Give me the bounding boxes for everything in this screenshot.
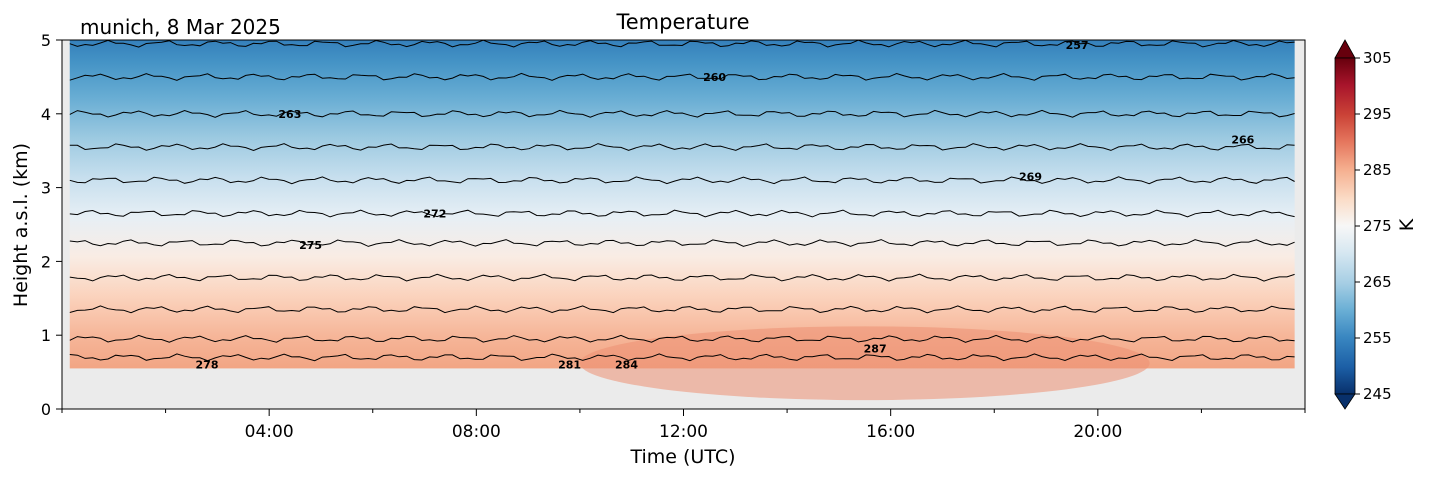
contour-line-269 bbox=[69, 176, 1295, 185]
contour-line-284 bbox=[69, 334, 1295, 343]
y-tick-label: 2 bbox=[41, 252, 51, 271]
x-tick-label: 16:00 bbox=[866, 422, 915, 442]
colorbar-tick-label: 285 bbox=[1363, 161, 1392, 179]
contour-label-287: 287 bbox=[864, 342, 887, 355]
contour-label-257: 257 bbox=[1066, 39, 1089, 52]
y-tick-label: 3 bbox=[41, 179, 51, 198]
contour-label-284: 284 bbox=[615, 359, 638, 372]
chart-title: Temperature bbox=[615, 10, 749, 34]
contour-line-275 bbox=[69, 239, 1295, 247]
x-tick-label: 08:00 bbox=[452, 422, 501, 442]
x-tick-label: 04:00 bbox=[245, 422, 294, 442]
colorbar-tick-label: 295 bbox=[1363, 105, 1392, 123]
x-axis-label: Time (UTC) bbox=[629, 446, 735, 468]
colorbar: 245 255 265 275 285 295 305 K bbox=[1334, 39, 1418, 410]
y-tick-label: 4 bbox=[41, 105, 51, 124]
y-tick-label: 5 bbox=[41, 31, 51, 50]
location-date-label: munich, 8 Mar 2025 bbox=[80, 15, 281, 39]
colorbar-tick-label: 275 bbox=[1363, 217, 1392, 235]
y-axis: 0 1 2 3 4 5 bbox=[41, 31, 62, 419]
y-axis-label: Height a.s.l. (km) bbox=[10, 143, 32, 307]
colorbar-tick-label: 305 bbox=[1363, 49, 1392, 67]
contour-label-layer: 257 260 263 266 269 272 275 278 281 284 287 bbox=[196, 39, 1255, 372]
colorbar-extend-top bbox=[1334, 39, 1356, 59]
warm-core-region bbox=[579, 326, 1150, 401]
temperature-field bbox=[69, 40, 1295, 369]
contour-label-275: 275 bbox=[299, 239, 322, 252]
contour-line-281 bbox=[69, 305, 1295, 314]
colorbar-extend-bottom bbox=[1334, 393, 1356, 410]
contour-label-278: 278 bbox=[196, 359, 219, 372]
contour-line-257 bbox=[69, 40, 1295, 48]
contour-line-266 bbox=[69, 143, 1295, 152]
contour-label-272: 272 bbox=[423, 207, 446, 220]
y-tick-label: 0 bbox=[41, 400, 51, 419]
contour-label-269: 269 bbox=[1019, 171, 1042, 184]
colorbar-label: K bbox=[1396, 218, 1418, 231]
contour-line-263 bbox=[69, 109, 1295, 118]
colorbar-tick-label: 255 bbox=[1363, 329, 1392, 347]
contour-line-278 bbox=[69, 273, 1295, 282]
contour-line-272 bbox=[69, 209, 1295, 218]
x-tick-label: 12:00 bbox=[659, 422, 708, 442]
contour-line-260 bbox=[69, 72, 1295, 81]
colorbar-tick-label: 265 bbox=[1363, 273, 1392, 291]
contour-label-260: 260 bbox=[703, 71, 726, 84]
x-axis: 04:00 08:00 12:00 16:00 20:00 bbox=[61, 409, 1306, 442]
y-tick-label: 1 bbox=[41, 326, 51, 345]
contour-layer bbox=[69, 40, 1295, 362]
colorbar-ticks: 245 255 265 275 285 295 305 bbox=[1355, 49, 1392, 403]
x-tick-label: 20:00 bbox=[1073, 422, 1122, 442]
contour-line-287 bbox=[69, 353, 1295, 362]
colorbar-gradient bbox=[1334, 57, 1356, 395]
colorbar-tick-label: 245 bbox=[1363, 385, 1392, 403]
contour-label-281: 281 bbox=[558, 359, 581, 372]
contour-label-266: 266 bbox=[1231, 134, 1254, 147]
contour-label-263: 263 bbox=[278, 108, 301, 121]
